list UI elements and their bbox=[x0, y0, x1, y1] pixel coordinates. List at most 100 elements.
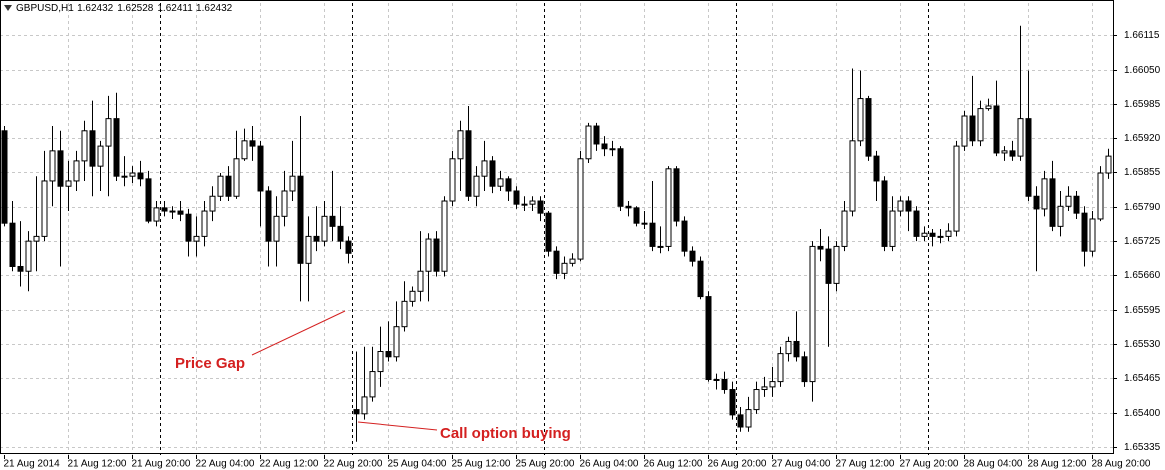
candle-body bbox=[689, 250, 696, 262]
x-tick-label: 25 Aug 12:00 bbox=[452, 459, 511, 470]
candle-body bbox=[961, 115, 968, 147]
candle-body bbox=[649, 222, 656, 247]
candle-body bbox=[41, 180, 48, 237]
candle-body bbox=[1089, 218, 1096, 252]
candle-body bbox=[873, 155, 880, 182]
candle-body bbox=[609, 148, 616, 151]
candle-body bbox=[625, 205, 632, 209]
y-tick-label: 1.65985 bbox=[1124, 99, 1161, 110]
candle-body bbox=[17, 265, 24, 272]
candle-body bbox=[601, 143, 608, 150]
candle-body bbox=[1097, 172, 1104, 220]
candle-body bbox=[177, 210, 184, 215]
candle-body bbox=[913, 210, 920, 237]
candle-body bbox=[529, 200, 536, 205]
candle-body bbox=[393, 326, 400, 358]
candle-body bbox=[209, 195, 216, 212]
x-tick-label: 25 Aug 04:00 bbox=[388, 459, 447, 470]
candle-body bbox=[1017, 118, 1024, 157]
x-tick-label: 21 Aug 12:00 bbox=[68, 459, 127, 470]
x-tick-label: 22 Aug 12:00 bbox=[260, 459, 319, 470]
candle-body bbox=[473, 175, 480, 197]
candle-body bbox=[217, 175, 224, 197]
candle-body bbox=[897, 200, 904, 212]
header-open: 1.62432 bbox=[77, 3, 114, 14]
candle-body bbox=[169, 210, 176, 213]
candle-body bbox=[929, 232, 936, 237]
candle-body bbox=[225, 175, 232, 197]
candle-body bbox=[345, 240, 352, 254]
candle-body bbox=[617, 148, 624, 207]
candle-body bbox=[201, 210, 208, 237]
candle-body bbox=[457, 130, 464, 160]
x-tick-label: 25 Aug 20:00 bbox=[516, 459, 575, 470]
candle-body bbox=[193, 235, 200, 242]
candle-body bbox=[753, 389, 760, 411]
y-tick-label: 1.65920 bbox=[1124, 133, 1161, 144]
candle-body bbox=[185, 213, 192, 242]
x-tick-label: 28 Aug 04:00 bbox=[964, 459, 1023, 470]
candle-body bbox=[385, 351, 392, 358]
candle-body bbox=[329, 215, 336, 227]
candle-body bbox=[105, 118, 112, 147]
candle-body bbox=[121, 175, 128, 178]
candle-body bbox=[289, 175, 296, 192]
x-tick-label: 22 Aug 20:00 bbox=[324, 459, 383, 470]
candle-body bbox=[465, 130, 472, 197]
candle-body bbox=[305, 235, 312, 264]
candle-body bbox=[569, 258, 576, 264]
x-tick-label: 26 Aug 20:00 bbox=[708, 459, 767, 470]
candle-body bbox=[1, 130, 8, 224]
candle-body bbox=[881, 180, 888, 247]
annotation-pointer bbox=[357, 421, 438, 431]
x-tick-label: 21 Aug 2014 bbox=[4, 459, 61, 470]
candle-body bbox=[89, 130, 96, 167]
candle-body bbox=[377, 351, 384, 373]
candle-body bbox=[681, 220, 688, 252]
candle-body bbox=[665, 168, 672, 247]
candle-body bbox=[641, 222, 648, 225]
candle-body bbox=[513, 190, 520, 205]
annotation-pointer bbox=[251, 310, 346, 356]
candle-body bbox=[761, 386, 768, 391]
candle-body bbox=[817, 245, 824, 250]
candle-body bbox=[985, 105, 992, 110]
y-tick-label: 1.66115 bbox=[1124, 30, 1160, 41]
candle-body bbox=[417, 270, 424, 292]
candle-body bbox=[977, 108, 984, 142]
candle-body bbox=[849, 140, 856, 212]
candle-body bbox=[633, 207, 640, 224]
candle-body bbox=[1025, 118, 1032, 197]
candle-body bbox=[409, 290, 416, 302]
candle-body bbox=[137, 172, 144, 180]
candle-body bbox=[81, 130, 88, 162]
x-tick-label: 27 Aug 12:00 bbox=[836, 459, 895, 470]
header: GBPUSD,H1 1.62432 1.62528 1.62411 1.62432 bbox=[16, 3, 233, 14]
candles-layer bbox=[1, 25, 1112, 442]
candle-body bbox=[697, 260, 704, 298]
candle-body bbox=[401, 300, 408, 328]
header-high: 1.62528 bbox=[117, 3, 154, 14]
candle-body bbox=[865, 98, 872, 157]
plot-frame bbox=[0, 0, 1114, 454]
candle-body bbox=[857, 98, 864, 142]
candle-body bbox=[793, 340, 800, 358]
candle-body bbox=[49, 150, 56, 182]
candle-body bbox=[809, 245, 816, 383]
candle-body bbox=[145, 178, 152, 222]
candle-body bbox=[481, 160, 488, 177]
annotation: Call option buying bbox=[440, 425, 571, 442]
y-tick-label: 1.65855 bbox=[1124, 167, 1161, 178]
candle-body bbox=[321, 215, 328, 242]
candle-body bbox=[657, 245, 664, 248]
candle-body bbox=[729, 389, 736, 416]
candle-body bbox=[57, 150, 64, 187]
candle-body bbox=[489, 160, 496, 187]
candle-body bbox=[721, 378, 728, 391]
y-tick-label: 1.65595 bbox=[1124, 305, 1161, 316]
y-tick-label: 1.66050 bbox=[1124, 65, 1161, 76]
candle-body bbox=[113, 118, 120, 177]
candle-body bbox=[777, 353, 784, 383]
